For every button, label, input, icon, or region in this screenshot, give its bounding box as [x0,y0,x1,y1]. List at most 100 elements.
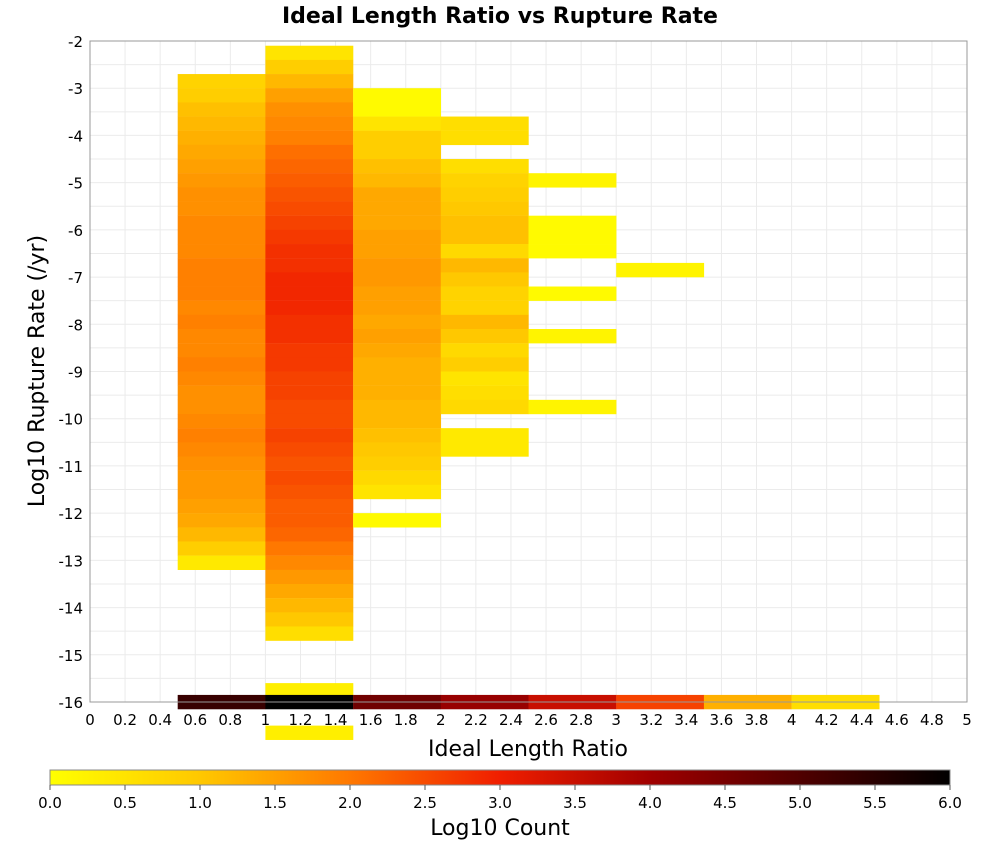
heatmap-cell [353,484,441,500]
heatmap-cell [265,201,354,216]
heatmap-cell [265,116,354,131]
heatmap-cell [177,88,266,103]
heatmap-cell [177,314,266,330]
heatmap-cell [265,541,354,556]
heatmap-cell [265,470,354,486]
colorbar-tick-label: 2.5 [413,794,437,812]
heatmap-cell [177,527,266,542]
heatmap-cell [440,385,529,401]
heatmap-cell [177,456,266,471]
x-tick-label: 3.4 [674,711,698,729]
plot-border [89,40,968,703]
heatmap-cell [265,683,354,698]
heatmap-cell [177,399,266,415]
heatmap-cell [265,725,354,740]
heatmap-cell [177,513,266,528]
heatmap-cell [177,343,266,358]
heatmap-cell [177,229,266,245]
x-tick-label: 1.2 [289,711,313,729]
heatmap-cell [353,286,441,301]
heatmap-cell [265,286,354,301]
colorbar-tick-label: 5.5 [863,794,887,812]
y-tick-label: -10 [59,411,84,429]
heatmap-cell [353,272,441,287]
heatmap-cell [177,357,266,372]
heatmap-cell [353,144,441,160]
colorbar-tick-label: 0.0 [38,794,62,812]
x-tick-label: 0 [85,711,95,729]
heatmap-cell [265,399,354,415]
heatmap-cell [353,159,441,174]
heatmap-cell [177,201,266,216]
x-tick-label: 2.8 [569,711,593,729]
heatmap-cell [353,442,441,457]
heatmap-cell [265,498,354,514]
heatmap-cell [265,300,354,316]
heatmap-cells [177,45,880,740]
heatmap-cell [265,59,354,75]
heatmap-cell [177,371,266,386]
heatmap-cell [353,187,441,202]
heatmap-cell [265,456,354,471]
x-axis-label: Ideal Length Ratio [428,737,628,762]
heatmap-cell [440,428,529,443]
heatmap-cell [177,187,266,202]
heatmap-cell [440,272,529,287]
heatmap-cell [265,258,354,273]
heatmap-cell [528,286,617,301]
heatmap-cell [353,428,441,443]
x-tick-label: 5 [962,711,972,729]
heatmap-cell [177,541,266,556]
heatmap-cell [265,88,354,103]
heatmap-cell [265,484,354,500]
heatmap-cell [440,173,529,188]
y-tick-label: -11 [59,458,84,476]
heatmap-cell [440,343,529,358]
y-tick-label: -14 [59,600,84,618]
colorbar-tick-label: 3.5 [563,794,587,812]
heatmap-cell [265,159,354,174]
heatmap-cell [353,201,441,216]
y-tick-label: -13 [59,552,84,570]
heatmap-cell [265,583,354,599]
heatmap-cell [353,300,441,316]
heatmap-cell [265,215,354,231]
y-tick-label: -4 [68,127,83,145]
heatmap-cell [528,173,617,188]
heatmap-cell [177,215,266,231]
heatmap-cell [528,229,617,245]
colorbar-tick-label: 4.5 [713,794,737,812]
x-tick-label: 4 [787,711,797,729]
heatmap-cell [528,244,617,259]
heatmap-cell [353,88,441,103]
heatmap-cell [265,343,354,358]
heatmap-cell [177,498,266,514]
x-tick-label: 4.4 [850,711,874,729]
x-tick-label: 4.6 [885,711,909,729]
heatmap-cell [265,569,354,585]
heatmap-cell [265,371,354,386]
x-tick-label: 3 [611,711,621,729]
x-tick-label: 0.6 [183,711,207,729]
heatmap-cell [177,286,266,301]
y-tick-label: -16 [59,694,84,712]
heatmap-cell [265,357,354,372]
x-tick-label: 1.4 [324,711,348,729]
y-tick-label: -2 [68,33,83,51]
heatmap-cell [265,102,354,117]
colorbar-tick-label: 1.0 [188,794,212,812]
heatmap-cell [353,116,441,131]
y-tick-label: -9 [68,364,83,382]
heatmap-cell [265,45,354,61]
heatmap-cell [353,314,441,330]
colorbar-tick-label: 5.0 [788,794,812,812]
heatmap-cell [177,272,266,287]
heatmap-cell [440,371,529,386]
heatmap-cell [177,428,266,443]
x-tick-label: 2.4 [499,711,523,729]
x-tick-label: 0.4 [148,711,172,729]
heatmap-cell [440,399,529,415]
x-tick-label: 3.2 [639,711,663,729]
x-tick-label: 4.2 [815,711,839,729]
